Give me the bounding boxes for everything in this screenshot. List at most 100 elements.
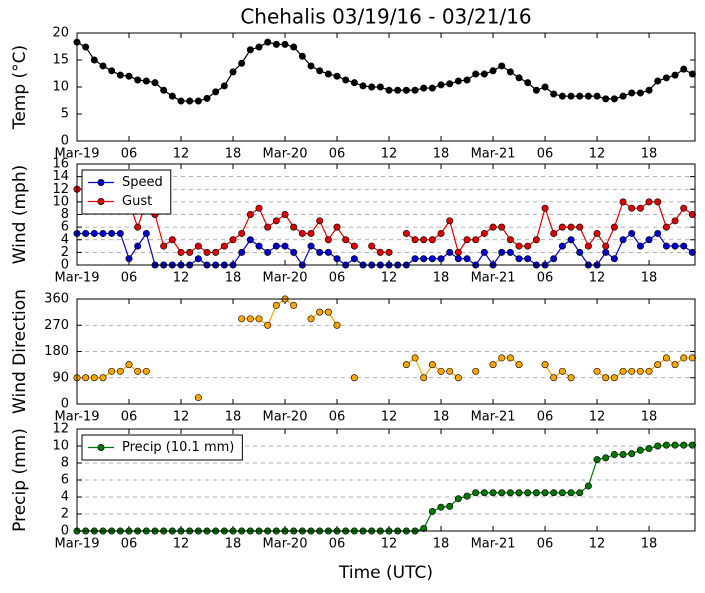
data-point: [446, 502, 454, 510]
data-point: [688, 211, 696, 219]
data-point: [602, 248, 610, 256]
x-tick-label: 12: [381, 537, 398, 552]
data-point: [628, 450, 636, 458]
y-tick-label: 10: [52, 439, 69, 454]
x-tick-label: Mar-19: [55, 537, 100, 552]
data-point: [636, 446, 644, 454]
data-point: [628, 204, 636, 212]
data-point: [402, 229, 410, 237]
data-point: [108, 67, 116, 75]
data-point: [125, 361, 133, 369]
data-point: [99, 229, 107, 237]
data-point: [645, 86, 653, 94]
data-point: [463, 255, 471, 263]
data-point: [628, 89, 636, 97]
data-point: [238, 229, 246, 237]
data-point: [116, 367, 124, 375]
y-axis-label: Wind (mph): [10, 165, 30, 265]
data-point: [298, 229, 306, 237]
data-point: [194, 394, 202, 402]
data-point: [246, 315, 254, 323]
data-point: [602, 242, 610, 250]
data-point: [411, 236, 419, 244]
x-tick-label: Mar-19: [55, 410, 100, 425]
data-point: [333, 223, 341, 231]
data-point: [602, 374, 610, 382]
data-point: [342, 76, 350, 84]
data-point: [394, 86, 402, 94]
data-point: [480, 489, 488, 497]
data-point: [281, 40, 289, 48]
data-point: [584, 92, 592, 100]
x-tick-label: 18: [225, 147, 242, 162]
data-point: [489, 223, 497, 231]
data-point: [272, 242, 280, 250]
data-point: [680, 441, 688, 449]
data-point: [290, 301, 298, 309]
data-point: [619, 236, 627, 244]
data-point: [498, 62, 506, 70]
data-point: [437, 229, 445, 237]
y-tick-label: 6: [61, 220, 69, 235]
data-point: [671, 242, 679, 250]
data-point: [350, 255, 358, 263]
x-tick-label: Mar-21: [471, 271, 516, 286]
x-tick-label: 18: [433, 147, 450, 162]
data-point: [437, 367, 445, 375]
y-tick-label: 4: [61, 490, 69, 505]
data-point: [264, 248, 272, 256]
chart-title: Chehalis 03/19/16 - 03/21/16: [240, 5, 531, 29]
data-point: [576, 489, 584, 497]
data-point: [220, 242, 228, 250]
data-point: [636, 204, 644, 212]
data-point: [558, 92, 566, 100]
data-point: [368, 242, 376, 250]
data-point: [645, 367, 653, 375]
y-tick-label: 15: [52, 53, 69, 68]
y-tick-label: 0: [61, 258, 69, 273]
x-tick-label: 18: [641, 147, 658, 162]
data-point: [411, 354, 419, 362]
data-point: [680, 204, 688, 212]
data-point: [420, 255, 428, 263]
data-point: [524, 79, 532, 87]
data-point: [671, 361, 679, 369]
data-point: [610, 374, 618, 382]
data-point: [246, 236, 254, 244]
plot-frame: [76, 32, 696, 142]
data-point: [610, 255, 618, 263]
data-point: [82, 43, 90, 51]
plot-frame: [76, 298, 696, 405]
data-point: [472, 489, 480, 497]
data-point: [558, 367, 566, 375]
data-point: [264, 321, 272, 329]
data-point: [628, 367, 636, 375]
data-point: [593, 229, 601, 237]
data-point: [402, 86, 410, 94]
legend-marker: [97, 198, 105, 206]
data-point: [246, 46, 254, 54]
data-point: [602, 454, 610, 462]
data-point: [498, 223, 506, 231]
data-point: [350, 79, 358, 87]
data-point: [160, 86, 168, 94]
data-point: [385, 86, 393, 94]
data-point: [272, 40, 280, 48]
y-tick-label: 20: [52, 26, 69, 41]
data-point: [177, 97, 185, 105]
data-point: [610, 95, 618, 103]
data-point: [142, 229, 150, 237]
x-tick-label: 12: [381, 147, 398, 162]
x-tick-label: Mar-19: [55, 271, 100, 286]
data-point: [82, 229, 90, 237]
y-tick-label: 4: [61, 232, 69, 247]
data-point: [316, 248, 324, 256]
data-point: [680, 242, 688, 250]
data-point: [593, 367, 601, 375]
data-point: [82, 374, 90, 382]
data-point: [420, 84, 428, 92]
data-point: [619, 92, 627, 100]
data-point: [316, 67, 324, 75]
data-point: [550, 229, 558, 237]
data-point: [515, 255, 523, 263]
